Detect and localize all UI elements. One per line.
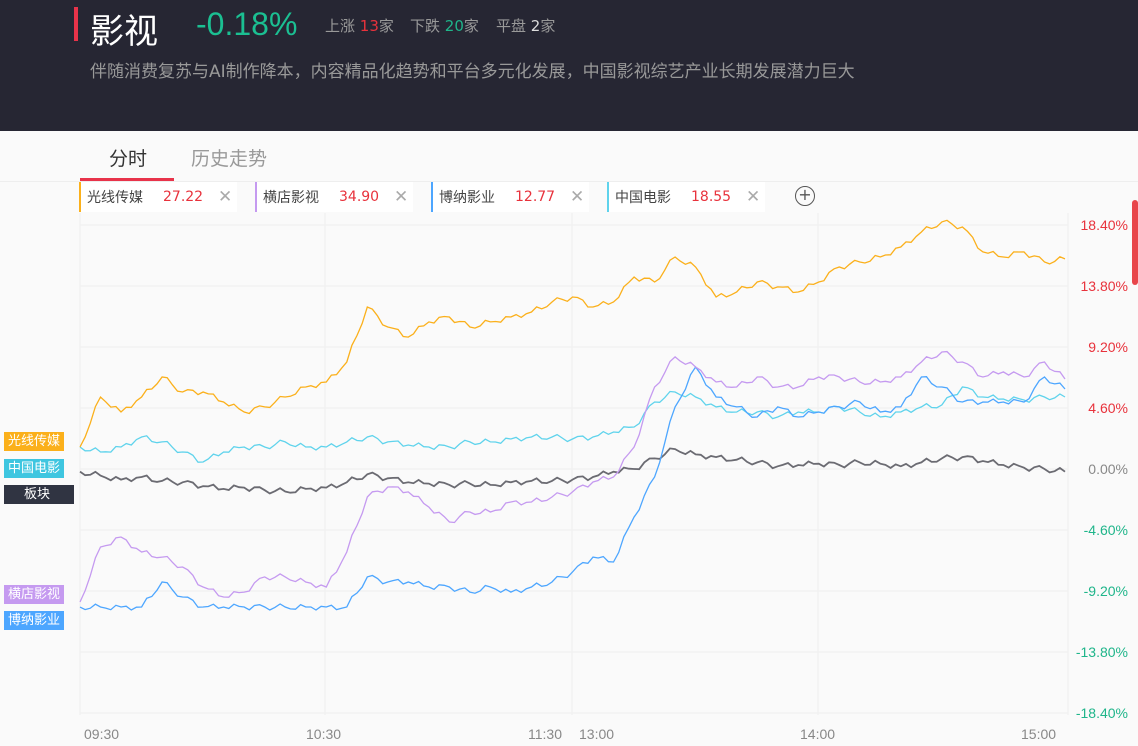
series-line-横店影视 [79, 350, 1066, 603]
active-tab-indicator [80, 178, 174, 181]
stock-chip[interactable]: 光线传媒 27.22 ✕ [79, 182, 237, 212]
unit-label: 家 [378, 17, 394, 35]
stock-price: 12.77 [515, 189, 556, 205]
close-icon[interactable]: ✕ [746, 187, 761, 207]
x-tick: 10:30 [306, 726, 342, 742]
close-icon[interactable]: ✕ [218, 187, 233, 207]
down-label: 下跌 [410, 17, 441, 35]
flat-count: 2 [530, 17, 541, 35]
x-tick: 13:00 [579, 726, 615, 742]
series-tag-sector: 板块 [4, 485, 74, 504]
y-tick: -4.60% [1083, 522, 1128, 538]
series-tag-chinafilm: 中国电影 [4, 459, 65, 478]
up-stat: 上涨 13家 [325, 15, 394, 36]
divider [0, 181, 1138, 182]
series-line-板块 [79, 447, 1066, 495]
series-line-光线传媒 [79, 219, 1066, 448]
unit-label: 家 [540, 17, 556, 35]
sector-header: 影视 -0.18% 上涨 13家 下跌 20家 平盘 2家 伴随消费复苏与AI制… [0, 0, 1138, 131]
series-tag-bona: 博纳影业 [4, 611, 65, 630]
series-tag-guangxian: 光线传媒 [4, 432, 65, 451]
tab-intraday[interactable]: 分时 [109, 148, 148, 170]
up-label: 上涨 [325, 17, 356, 35]
y-tick: -13.80% [1075, 644, 1128, 660]
sector-change: -0.18% [196, 6, 298, 42]
y-tick: -18.40% [1075, 705, 1128, 721]
y-tick: 9.20% [1088, 339, 1128, 355]
stock-price: 34.90 [339, 189, 380, 205]
sector-description: 伴随消费复苏与AI制作降本，内容精品化趋势和平台多元化发展，中国影视综艺产业长期… [90, 62, 855, 82]
down-stat: 下跌 20家 [410, 15, 479, 36]
stock-name: 中国电影 [615, 190, 671, 206]
series-line-中国电影 [79, 386, 1066, 463]
tab-history[interactable]: 历史走势 [191, 148, 268, 170]
series-tag-hengdian: 横店影视 [4, 585, 65, 604]
x-tick: 15:00 [1021, 726, 1057, 742]
add-stock-icon[interactable]: + [795, 186, 815, 206]
x-tick: 11:30 [528, 726, 562, 742]
unit-label: 家 [463, 17, 479, 35]
x-tick: 14:00 [800, 726, 836, 742]
y-tick: 18.40% [1080, 217, 1128, 233]
close-icon[interactable]: ✕ [394, 187, 409, 207]
stock-name: 光线传媒 [87, 190, 143, 206]
flat-label: 平盘 [496, 17, 527, 35]
sector-title: 影视 [90, 12, 158, 52]
stock-chip[interactable]: 横店影视 34.90 ✕ [255, 182, 413, 212]
y-tick: -9.20% [1083, 583, 1128, 599]
stock-chip[interactable]: 中国电影 18.55 ✕ [607, 182, 765, 212]
series-line-博纳影业 [79, 365, 1066, 611]
y-tick: 0.00% [1088, 461, 1128, 477]
down-count: 20 [444, 17, 464, 35]
stock-price: 18.55 [691, 189, 732, 205]
scrollbar[interactable] [1132, 200, 1138, 285]
stock-name: 横店影视 [263, 190, 319, 206]
stock-price: 27.22 [163, 189, 204, 205]
up-count: 13 [359, 17, 379, 35]
flat-stat: 平盘 2家 [496, 15, 555, 36]
stock-chip[interactable]: 博纳影业 12.77 ✕ [431, 182, 589, 212]
stock-name: 博纳影业 [439, 190, 495, 206]
y-tick: 13.80% [1080, 278, 1128, 294]
accent-bar [74, 7, 78, 41]
y-tick: 4.60% [1088, 400, 1128, 416]
x-tick: 09:30 [84, 726, 120, 742]
close-icon[interactable]: ✕ [570, 187, 585, 207]
